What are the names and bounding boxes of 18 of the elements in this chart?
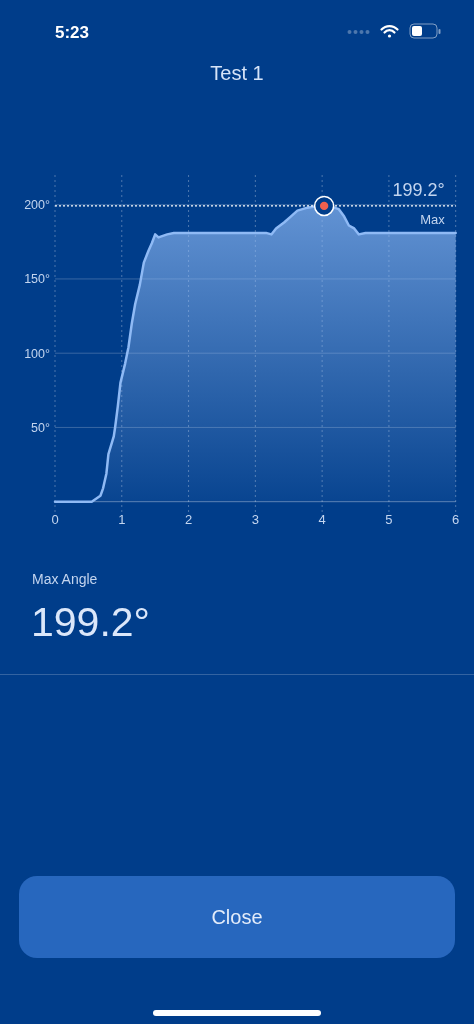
annotation: 199.2° [392, 179, 445, 200]
y-tick-label: 100° [24, 346, 50, 361]
text: Max Angle [32, 571, 98, 587]
ref-line-label: Max [420, 211, 446, 227]
x-tick-label: 3 [251, 512, 259, 527]
text: 199.2° [31, 599, 150, 645]
y-tick-label: 200° [24, 198, 50, 213]
x-tick-label: 6 [452, 512, 460, 527]
y-tick-label: 50° [31, 420, 50, 435]
chart-title: Test 1 [210, 62, 264, 84]
y-tick-label: 150° [24, 272, 50, 287]
text: 5:23 [55, 23, 90, 42]
x-tick-label: 5 [385, 512, 393, 527]
x-tick-label: 0 [51, 512, 59, 527]
x-tick-label: 2 [184, 512, 193, 527]
x-tick-label: 4 [318, 512, 326, 527]
text: Close [211, 906, 263, 928]
x-tick-label: 1 [118, 512, 126, 527]
